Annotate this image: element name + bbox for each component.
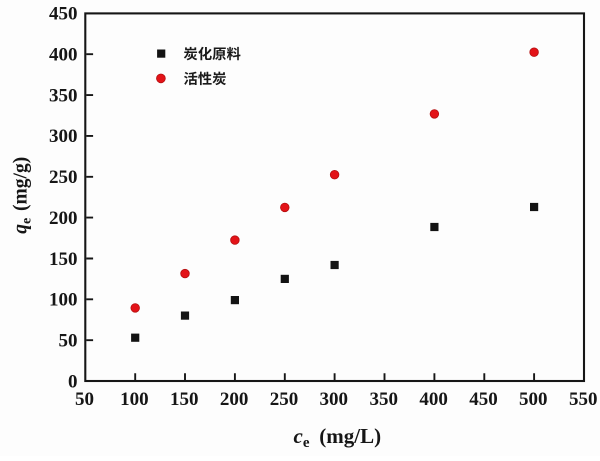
svg-text:550: 550 [569,389,598,410]
svg-text:200: 200 [220,389,249,410]
svg-text:350: 350 [49,85,78,106]
svg-text:250: 250 [49,167,78,188]
svg-text:450: 450 [49,4,78,25]
svg-text:ce (mg/L): ce (mg/L) [294,424,382,451]
svg-text:450: 450 [469,389,498,410]
svg-text:300: 300 [49,126,78,147]
svg-text:150: 150 [170,389,199,410]
svg-text:100: 100 [49,290,78,311]
svg-text:250: 250 [270,389,299,410]
svg-text:100: 100 [120,389,149,410]
svg-text:150: 150 [49,249,78,270]
svg-text:400: 400 [49,45,78,66]
svg-text:500: 500 [519,389,548,410]
svg-text:50: 50 [75,389,94,410]
svg-text:200: 200 [49,208,78,229]
svg-text:400: 400 [419,389,448,410]
svg-text:350: 350 [369,389,398,410]
svg-text:50: 50 [59,331,78,352]
svg-text:0: 0 [68,371,78,392]
svg-text:qe (mg/g): qe (mg/g) [11,157,35,234]
svg-text:300: 300 [320,389,349,410]
